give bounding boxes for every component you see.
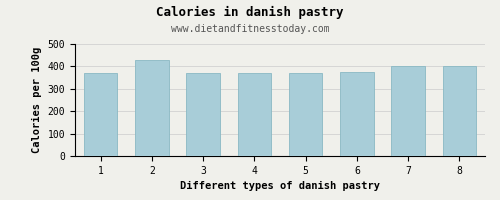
Y-axis label: Calories per 100g: Calories per 100g: [32, 47, 42, 153]
Bar: [238, 73, 271, 156]
Bar: [289, 73, 322, 156]
Text: www.dietandfitnesstoday.com: www.dietandfitnesstoday.com: [170, 24, 330, 34]
Bar: [135, 60, 168, 156]
Bar: [84, 73, 117, 156]
Bar: [340, 72, 374, 156]
X-axis label: Different types of danish pastry: Different types of danish pastry: [180, 181, 380, 191]
Bar: [186, 73, 220, 156]
Bar: [392, 66, 425, 156]
Bar: [442, 66, 476, 156]
Text: Calories in danish pastry: Calories in danish pastry: [156, 6, 344, 19]
